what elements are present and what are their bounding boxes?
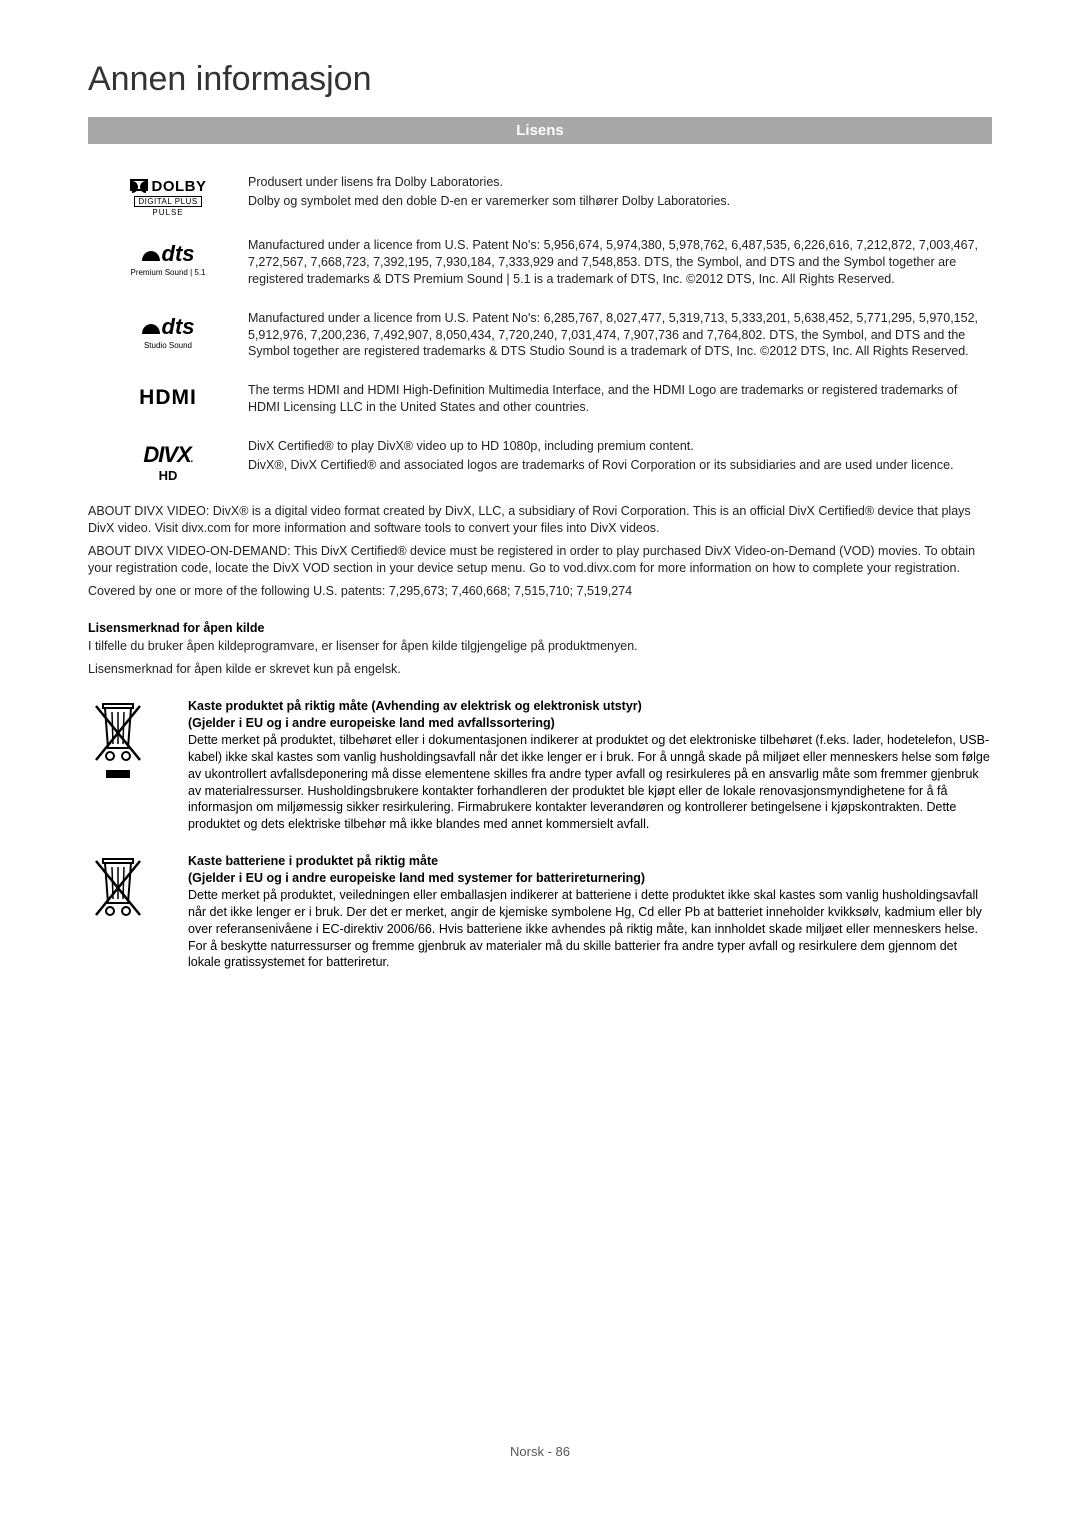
license-row-divx: DIVX. HD DivX Certified® to play DivX® v… <box>88 438 992 483</box>
weee-bin-icon <box>88 698 188 833</box>
divx-p2: DivX®, DivX Certified® and associated lo… <box>248 457 992 474</box>
dts1-text: dts <box>162 241 195 266</box>
open-source-p2: Lisensmerknad for åpen kilde er skrevet … <box>88 661 992 678</box>
dolby-p2: Dolby og symbolet med den doble D-en er … <box>248 193 992 210</box>
hdmi-logo: HDMI <box>88 382 248 418</box>
license-row-hdmi: HDMI The terms HDMI and HDMI High-Defini… <box>88 382 992 418</box>
disposal1-body: Dette merket på produktet, tilbehøret el… <box>188 732 992 833</box>
dts1-text-body: Manufactured under a licence from U.S. P… <box>248 237 992 288</box>
dts-premium-logo: dts Premium Sound | 5.1 <box>88 237 248 290</box>
dts-studio-logo: dts Studio Sound <box>88 310 248 363</box>
disposal-row-battery: Kaste batteriene i produktet på riktig m… <box>88 853 992 971</box>
license-row-dts-premium: dts Premium Sound | 5.1 Manufactured und… <box>88 237 992 290</box>
divx-hd: HD <box>159 468 178 483</box>
disposal-row-product: Kaste produktet på riktig måte (Avhendin… <box>88 698 992 833</box>
page-title: Annen informasjon <box>88 60 992 99</box>
dts1-sub: Premium Sound | 5.1 <box>130 268 205 277</box>
license-row-dts-studio: dts Studio Sound Manufactured under a li… <box>88 310 992 363</box>
page-footer: Norsk - 86 <box>0 1444 1080 1459</box>
divx-logo-text: DIVX <box>143 442 190 467</box>
dolby-sub2: PULSE <box>152 208 183 217</box>
dts2-text-body: Manufactured under a licence from U.S. P… <box>248 310 992 361</box>
divx-logo: DIVX. HD <box>88 438 248 483</box>
divx-p1: DivX Certified® to play DivX® video up t… <box>248 438 992 455</box>
hdmi-logo-text: HDMI <box>139 386 197 410</box>
disposal2-body: Dette merket på produktet, veiledningen … <box>188 887 992 971</box>
dolby-p1: Produsert under lisens fra Dolby Laborat… <box>248 174 992 191</box>
dts2-sub: Studio Sound <box>144 341 192 350</box>
license-row-dolby: DOLBY DIGITAL PLUS PULSE Produsert under… <box>88 174 992 217</box>
hdmi-text: The terms HDMI and HDMI High-Definition … <box>248 382 992 416</box>
about-divx-vod: ABOUT DIVX VIDEO-ON-DEMAND: This DivX Ce… <box>88 543 992 577</box>
open-source-heading: Lisensmerknad for åpen kilde <box>88 621 992 635</box>
section-header-lisens: Lisens <box>88 117 992 144</box>
disposal1-h1: Kaste produktet på riktig måte (Avhendin… <box>188 698 992 715</box>
about-divx-video: ABOUT DIVX VIDEO: DivX® is a digital vid… <box>88 503 992 537</box>
disposal2-h2: (Gjelder i EU og i andre europeiske land… <box>188 870 992 887</box>
dolby-sub1: DIGITAL PLUS <box>134 196 201 207</box>
open-source-p1: I tilfelle du bruker åpen kildeprogramva… <box>88 638 992 655</box>
disposal2-h1: Kaste batteriene i produktet på riktig m… <box>188 853 992 870</box>
patents-covered: Covered by one or more of the following … <box>88 583 992 600</box>
dolby-text: DOLBY <box>152 178 207 195</box>
dolby-logo: DOLBY DIGITAL PLUS PULSE <box>88 174 248 217</box>
dts2-text: dts <box>162 314 195 339</box>
disposal1-h2: (Gjelder i EU og i andre europeiske land… <box>188 715 992 732</box>
battery-bin-icon <box>88 853 188 971</box>
